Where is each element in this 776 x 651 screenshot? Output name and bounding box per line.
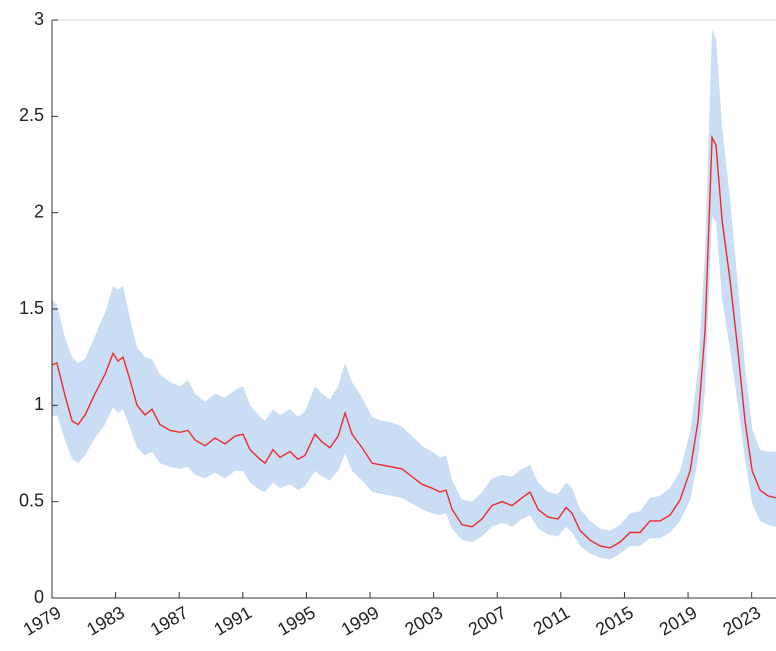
confidence-band [52, 29, 776, 560]
y-tick-label: 1 [34, 394, 44, 414]
x-tick-label: 1991 [211, 602, 256, 639]
x-tick-label: 2023 [719, 602, 764, 639]
x-tick-label: 2011 [530, 602, 574, 639]
x-tick-label: 2015 [592, 602, 637, 639]
x-tick-label: 2003 [401, 602, 446, 639]
x-tick-label: 1995 [274, 602, 319, 639]
x-tick-label: 2007 [465, 602, 510, 639]
y-tick-label: 3 [34, 9, 44, 29]
y-tick-label: 1.5 [19, 298, 44, 318]
x-tick-label: 1983 [83, 602, 128, 639]
y-tick-label: 2.5 [19, 105, 44, 125]
x-tick-label: 1979 [20, 602, 65, 639]
x-tick-label: 1999 [338, 602, 383, 639]
y-tick-label: 2 [34, 201, 44, 221]
x-tick-label: 1987 [147, 602, 192, 639]
x-tick-label: 2019 [656, 602, 701, 639]
y-tick-label: 0 [34, 587, 44, 607]
line [51, 134, 776, 549]
y-tick-label: 0.5 [19, 490, 44, 510]
